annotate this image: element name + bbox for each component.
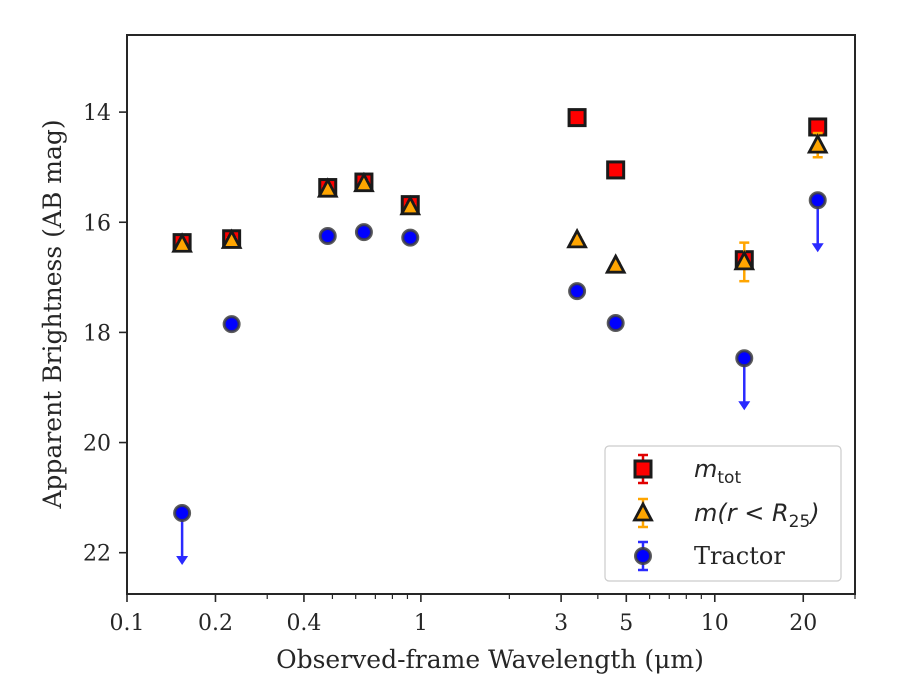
y-tick-label: 18 <box>83 321 111 346</box>
marker-triangle <box>171 232 193 253</box>
legend-close-paren: ) <box>808 499 819 527</box>
y-tick-label: 22 <box>83 542 111 567</box>
marker-circle <box>401 228 420 247</box>
data-point <box>566 227 588 249</box>
marker-circle <box>606 314 625 333</box>
x-tick-label: 0.1 <box>110 611 145 636</box>
legend-marker-square <box>633 459 653 479</box>
marker-square <box>567 108 587 128</box>
marker-circle <box>568 282 587 301</box>
data-point <box>606 314 625 333</box>
marker-circle <box>222 315 241 334</box>
plot-area <box>171 108 829 566</box>
data-point <box>604 253 627 274</box>
upper-limit-arrowhead <box>811 243 824 253</box>
legend-marker-triangle <box>632 501 654 522</box>
x-tick-label: 5 <box>619 611 633 636</box>
data-point <box>733 241 756 283</box>
x-tick-label: 10 <box>701 611 729 636</box>
y-axis-label: Apparent Brightness (AB mag) <box>38 119 67 509</box>
series-tractor <box>173 191 827 566</box>
axes: 0.1 0.2 0.4 1 3 5 10 20 14 16 18 20 22 <box>83 34 856 636</box>
x-tick-label: 20 <box>789 611 817 636</box>
marker-triangle <box>220 228 243 249</box>
data-point <box>399 194 422 216</box>
data-point <box>354 223 373 242</box>
marker-triangle <box>353 171 375 193</box>
marker-circle <box>735 349 754 368</box>
legend-entry: m(r < R25) <box>632 497 820 532</box>
data-point <box>401 228 420 247</box>
legend-marker-circle <box>634 547 652 565</box>
legend-subscript: 25 <box>789 512 811 532</box>
data-point <box>808 191 827 253</box>
data-point <box>220 228 243 249</box>
x-tick-label: 0.4 <box>286 611 321 636</box>
data-point <box>568 282 587 301</box>
x-tick-label: 3 <box>554 611 568 636</box>
marker-triangle <box>733 249 756 271</box>
legend-subscript: tot <box>717 468 741 488</box>
marker-triangle <box>399 194 422 216</box>
legend-label: m(r < R25) <box>694 499 820 532</box>
marker-triangle <box>316 177 339 198</box>
y-tick-label: 20 <box>83 432 111 457</box>
upper-limit-arrowhead <box>738 401 751 411</box>
data-point <box>171 232 193 253</box>
legend-label: Tractor <box>694 542 785 570</box>
marker-circle <box>318 227 337 246</box>
data-point <box>222 315 241 334</box>
series-m-r25 <box>171 131 829 283</box>
legend-box <box>604 445 842 582</box>
x-axis-label: Observed-frame Wavelength (μm) <box>276 645 704 674</box>
marker-triangle <box>566 227 588 249</box>
marker-triangle <box>604 253 627 274</box>
marker-triangle <box>806 133 829 154</box>
marker-circle <box>354 223 373 242</box>
data-point <box>806 131 829 159</box>
upper-limit-arrowhead <box>176 556 189 566</box>
data-point <box>567 108 587 128</box>
data-point <box>318 227 337 246</box>
data-point <box>606 160 626 180</box>
y-tick-label: 14 <box>83 101 111 126</box>
data-point <box>173 504 192 566</box>
x-tick-label: 1 <box>414 611 428 636</box>
marker-square <box>606 160 626 180</box>
data-point <box>316 177 339 198</box>
y-tick-label: 16 <box>83 211 111 236</box>
x-tick-label: 0.2 <box>198 611 233 636</box>
plot-frame <box>126 34 856 595</box>
marker-circle <box>808 191 827 210</box>
marker-circle <box>173 504 192 523</box>
data-point <box>735 349 754 411</box>
data-point <box>353 171 375 193</box>
legend-entry: Tractor <box>634 540 785 572</box>
